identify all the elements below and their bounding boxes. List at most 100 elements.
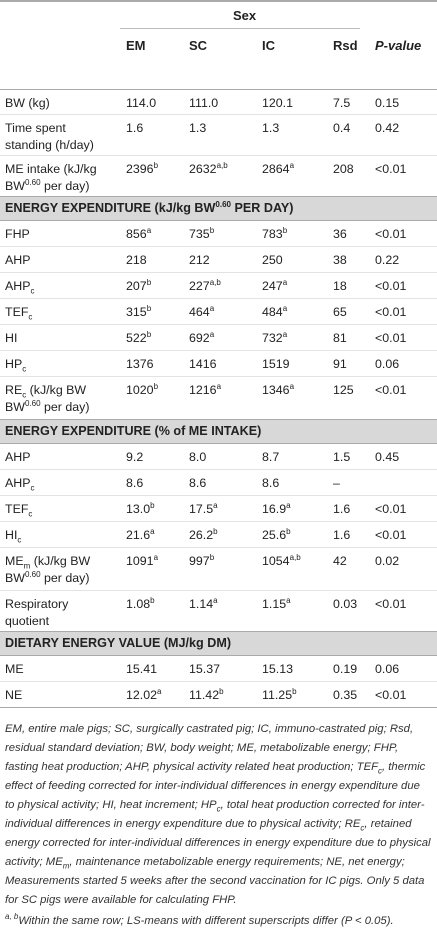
table-row: AHPc 207b 227a,b 247a 18 <0.01 xyxy=(0,273,437,299)
table-row: Time spent standing (h/day) 1.6 1.3 1.3 … xyxy=(0,115,437,156)
cell-sc: 111.0 xyxy=(189,96,219,110)
cell-p: <0.01 xyxy=(375,528,407,542)
cell-ic: 484a xyxy=(262,303,288,319)
cell-sc: 997b xyxy=(189,552,215,568)
cell-p: <0.01 xyxy=(375,502,407,516)
cell-ic: 8.7 xyxy=(262,450,280,464)
cell-em: 1.6 xyxy=(126,121,144,135)
cell-p: <0.01 xyxy=(375,383,407,397)
section-heading-pct: ENERGY EXPENDITURE (% of ME INTAKE) xyxy=(0,419,437,444)
cell-rsd: 0.35 xyxy=(333,688,358,702)
cell-em: 21.6a xyxy=(126,526,155,542)
col-rsd: Rsd xyxy=(333,38,358,53)
table-row: HIc 21.6a 26.2b 25.6b 1.6 <0.01 xyxy=(0,522,437,548)
cell-ic: 120.1 xyxy=(262,96,294,110)
cell-p: 0.42 xyxy=(375,121,400,135)
cell-em: 8.6 xyxy=(126,476,144,490)
table-row: HPc 1376 1416 1519 91 0.06 xyxy=(0,351,437,377)
group-heading: Sex xyxy=(233,8,257,23)
table-row: Respiratory quotient 1.08b 1.14a 1.15a 0… xyxy=(0,591,437,631)
cell-p: 0.45 xyxy=(375,450,400,464)
cell-sc: 26.2b xyxy=(189,526,218,542)
table-row: MEm (kJ/kg BW BW0.60 per day) 1091a 997b … xyxy=(0,548,437,591)
row-label: HIc xyxy=(5,528,22,545)
table-header: Sex EM SC IC Rsd P-value xyxy=(0,0,437,90)
cell-ic: 783b xyxy=(262,225,288,241)
footnote: EM, entire male pigs; SC, surgically cas… xyxy=(0,707,437,910)
row-label: TEFc xyxy=(5,305,33,322)
cell-sc: 464a xyxy=(189,303,215,319)
col-pvalue: P-value xyxy=(375,38,422,53)
cell-rsd: – xyxy=(333,476,340,490)
table-row: NE 12.02a 11.42b 11.25b 0.35 <0.01 xyxy=(0,682,437,707)
cell-rsd: 0.19 xyxy=(333,662,358,676)
cell-sc: 11.42b xyxy=(189,686,224,702)
cell-p: 0.15 xyxy=(375,96,400,110)
cell-p: <0.01 xyxy=(375,597,407,611)
cell-rsd: 38 xyxy=(333,253,347,267)
section-heading-dietary: DIETARY ENERGY VALUE (MJ/kg DM) xyxy=(0,631,437,656)
cell-rsd: 1.6 xyxy=(333,502,351,516)
table-row: ME 15.41 15.37 15.13 0.19 0.06 xyxy=(0,656,437,682)
footnote-abbreviations: EM, entire male pigs; SC, surgically cas… xyxy=(5,723,431,906)
cell-p: <0.01 xyxy=(375,279,407,293)
cell-sc: 2632a,b xyxy=(189,160,228,176)
col-ic: IC xyxy=(262,38,275,53)
table-row: HI 522b 692a 732a 81 <0.01 xyxy=(0,325,437,351)
cell-em: 1.08b xyxy=(126,595,155,611)
cell-em: 207b xyxy=(126,277,152,293)
cell-ic: 8.6 xyxy=(262,476,280,490)
row-label: AHPc xyxy=(5,476,35,493)
table-row: TEFc 13.0b 17.5a 16.9a 1.6 <0.01 xyxy=(0,496,437,522)
row-label: BW (kg) xyxy=(5,96,50,110)
cell-sc: 1216a xyxy=(189,381,222,397)
cell-em: 522b xyxy=(126,329,152,345)
cell-p: <0.01 xyxy=(375,688,407,702)
cell-p: 0.06 xyxy=(375,662,400,676)
row-label: HPc xyxy=(5,357,27,374)
cell-em: 12.02a xyxy=(126,686,162,702)
cell-em: 13.0b xyxy=(126,500,155,516)
cell-rsd: 208 xyxy=(333,162,354,176)
cell-sc: 692a xyxy=(189,329,215,345)
cell-rsd: 0.03 xyxy=(333,597,358,611)
section-heading-kj: ENERGY EXPENDITURE (kJ/kg BW0.60 PER DAY… xyxy=(0,196,437,221)
row-label: AHPc xyxy=(5,279,35,296)
cell-em: 9.2 xyxy=(126,450,144,464)
cell-rsd: 91 xyxy=(333,357,347,371)
cell-sc: 735b xyxy=(189,225,215,241)
cell-ic: 1.15a xyxy=(262,595,291,611)
cell-ic: 25.6b xyxy=(262,526,291,542)
cell-p: 0.02 xyxy=(375,554,400,568)
cell-rsd: 0.4 xyxy=(333,121,351,135)
cell-rsd: 1.6 xyxy=(333,528,351,542)
cell-sc: 227a,b xyxy=(189,277,221,293)
cell-em: 2396b xyxy=(126,160,159,176)
cell-p: <0.01 xyxy=(375,331,407,345)
cell-rsd: 65 xyxy=(333,305,347,319)
row-label: HI xyxy=(5,331,18,345)
table-row: ME intake (kJ/kg BW0.60 per day) 2396b 2… xyxy=(0,156,437,196)
row-label: ME intake (kJ/kg BW0.60 per day) xyxy=(5,162,97,193)
cell-sc: 8.6 xyxy=(189,476,207,490)
cell-sc: 8.0 xyxy=(189,450,207,464)
cell-em: 315b xyxy=(126,303,152,319)
cell-p: <0.01 xyxy=(375,305,407,319)
cell-em: 856a xyxy=(126,225,152,241)
cell-em: 1091a xyxy=(126,552,159,568)
cell-sc: 1.14a xyxy=(189,595,218,611)
group-divider xyxy=(120,28,360,29)
cell-rsd: 81 xyxy=(333,331,347,345)
cell-sc: 212 xyxy=(189,253,210,267)
row-label: AHP xyxy=(5,253,31,267)
row-label: NE xyxy=(5,688,23,702)
cell-rsd: 42 xyxy=(333,554,347,568)
table-row: AHP 218 212 250 38 0.22 xyxy=(0,247,437,273)
footnote-superscripts: a, bWithin the same row; LS-means with d… xyxy=(5,912,394,927)
cell-rsd: 18 xyxy=(333,279,347,293)
cell-em: 1020b xyxy=(126,381,159,397)
table-row: TEFc 315b 464a 484a 65 <0.01 xyxy=(0,299,437,325)
cell-ic: 1519 xyxy=(262,357,290,371)
table-row: AHPc 8.6 8.6 8.6 – xyxy=(0,470,437,496)
